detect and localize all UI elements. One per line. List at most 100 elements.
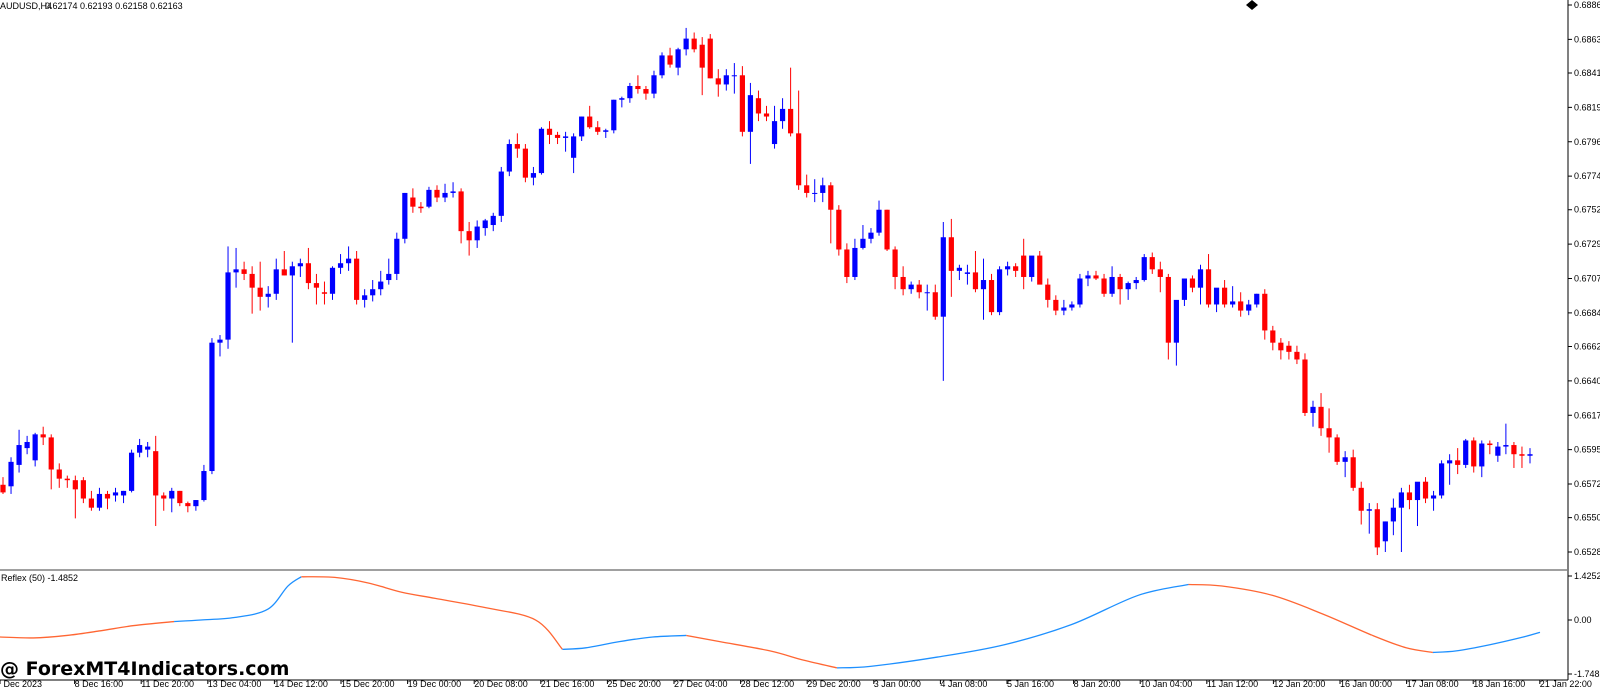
- reflex-line-segment: [1432, 631, 1541, 654]
- candle: [1045, 278, 1051, 308]
- candle: [659, 52, 665, 79]
- candle: [924, 284, 930, 311]
- time-tick-label: 21 Dec 16:00: [541, 679, 595, 688]
- candle: [1109, 266, 1115, 297]
- candle: [466, 221, 472, 256]
- price-tick-label: 0.65725: [1574, 479, 1600, 489]
- candle: [1246, 299, 1252, 316]
- candle: [1061, 299, 1067, 316]
- candle: [201, 464, 207, 502]
- candle: [948, 218, 954, 297]
- candle: [64, 475, 70, 488]
- candle: [1503, 423, 1509, 455]
- time-tick-label: 29 Dec 20:00: [807, 679, 861, 688]
- time-tick-label: 5 Jan 16:00: [1007, 679, 1054, 688]
- candle: [1238, 292, 1244, 317]
- candle: [482, 218, 488, 236]
- time-tick-label: 27 Dec 04:00: [674, 679, 728, 688]
- reflex-line-segment: [301, 576, 563, 650]
- time-tick-label: 18 Jan 16:00: [1473, 679, 1525, 688]
- candle: [844, 243, 850, 284]
- candle: [72, 475, 78, 519]
- candle: [828, 182, 834, 244]
- candle: [1342, 451, 1348, 478]
- candle: [1254, 293, 1260, 308]
- candle: [329, 266, 336, 300]
- candle: [972, 250, 979, 293]
- candle: [96, 487, 103, 511]
- time-tick-label: 8 Jan 20:00: [1074, 679, 1121, 688]
- candle: [1077, 273, 1083, 308]
- candle: [1278, 338, 1284, 360]
- candle: [209, 338, 215, 475]
- reflex-line-segment: [174, 576, 302, 623]
- candle: [1197, 264, 1204, 305]
- time-tick-label: 12 Jan 20:00: [1273, 679, 1325, 688]
- candle: [394, 232, 400, 281]
- candle: [1101, 273, 1107, 297]
- candle: [836, 205, 842, 256]
- price-tick-label: 0.66845: [1574, 308, 1600, 318]
- candle: [1495, 441, 1501, 462]
- price-tick-label: 0.68635: [1574, 34, 1600, 44]
- candle: [1222, 280, 1228, 308]
- candle: [1213, 287, 1220, 313]
- indicator-tick-label: -1.7482: [1574, 669, 1600, 679]
- time-tick-label: 16 Jan 00:00: [1340, 679, 1392, 688]
- candle: [128, 449, 135, 493]
- candle: [1005, 261, 1011, 276]
- candle: [603, 128, 609, 138]
- candle: [161, 492, 167, 511]
- candle: [1519, 446, 1525, 468]
- candle: [1398, 487, 1405, 552]
- candle: [434, 185, 440, 203]
- candle: [1262, 289, 1268, 340]
- candle: [88, 490, 95, 511]
- candle: [1438, 460, 1445, 499]
- candle: [370, 280, 376, 302]
- candle: [1382, 521, 1388, 552]
- candle: [225, 246, 231, 349]
- candle: [24, 435, 30, 455]
- candle: [755, 90, 762, 122]
- candle: [1302, 353, 1308, 417]
- candle: [56, 463, 62, 488]
- candle: [450, 182, 456, 198]
- price-tick-label: 0.67965: [1574, 137, 1600, 147]
- candle: [145, 441, 151, 458]
- candle: [458, 188, 464, 244]
- diamond-marker-icon: [1246, 0, 1258, 10]
- candle: [779, 98, 786, 129]
- candle: [1157, 261, 1163, 293]
- candle: [1013, 263, 1019, 277]
- candle: [747, 82, 754, 164]
- candle: [514, 133, 520, 158]
- time-tick-label: 3 Jan 00:00: [874, 679, 921, 688]
- candle: [1149, 252, 1155, 274]
- candle: [1181, 278, 1188, 307]
- candle: [852, 238, 858, 281]
- candle: [1230, 286, 1236, 308]
- candle: [402, 192, 408, 244]
- candle: [1270, 325, 1276, 351]
- indicator-tick-label: 1.4252: [1574, 571, 1600, 581]
- candle: [169, 487, 175, 513]
- candle: [1133, 276, 1139, 290]
- candle: [651, 70, 657, 99]
- candle: [980, 258, 987, 320]
- candle: [233, 247, 239, 288]
- candle: [426, 186, 432, 209]
- candle: [153, 435, 159, 527]
- candle: [1326, 408, 1332, 453]
- candle: [8, 457, 14, 494]
- indicator-panel: [0, 576, 1541, 669]
- candle: [1366, 503, 1372, 534]
- candle: [812, 179, 818, 203]
- candle: [1205, 254, 1212, 308]
- candle: [410, 188, 416, 213]
- candle: [554, 131, 561, 145]
